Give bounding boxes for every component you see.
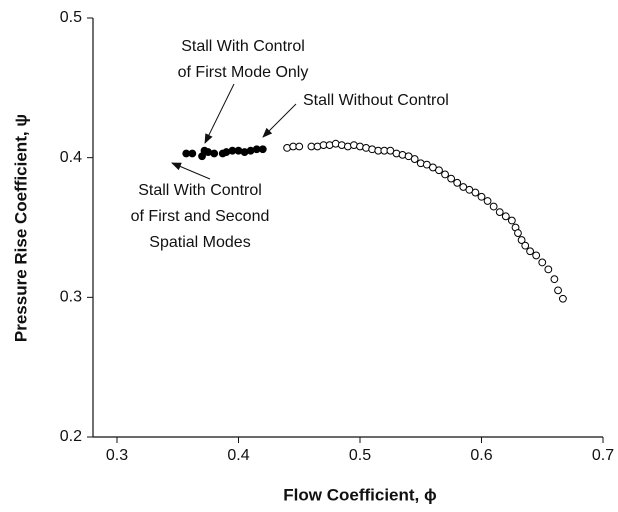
x-axis-label: Flow Coefficient, ϕ: [283, 485, 437, 504]
annotation: Spatial Modes: [149, 234, 250, 251]
point: [453, 178, 462, 187]
x-tick-label: 0.4: [227, 447, 249, 464]
point: [258, 145, 267, 154]
y-tick-label: 0.2: [60, 428, 82, 445]
y-tick-label: 0.4: [60, 149, 82, 166]
annotation: of First and Second: [131, 208, 270, 225]
x-tick-label: 0.6: [470, 447, 492, 464]
x-tick-label: 0.7: [592, 447, 614, 464]
point: [435, 166, 443, 175]
annotation: of First Mode Only: [178, 64, 309, 81]
arrow: [171, 162, 211, 180]
point: [514, 229, 522, 237]
point: [441, 170, 449, 179]
x-tick-label: 0.5: [349, 447, 371, 464]
y-tick-label: 0.3: [60, 289, 82, 306]
y-tick-label: 0.5: [60, 9, 82, 26]
point: [521, 241, 530, 250]
arrow: [262, 103, 297, 138]
point: [550, 275, 559, 284]
point: [483, 197, 492, 205]
y-axis-label: Pressure Rise Coefficient, ψ: [11, 114, 30, 342]
point: [501, 212, 510, 221]
annotation: Stall Without Control: [303, 92, 449, 109]
point: [554, 286, 562, 295]
annotation: Stall With Control: [138, 182, 262, 199]
point: [495, 208, 504, 217]
point: [544, 265, 553, 274]
point: [410, 155, 419, 163]
point: [295, 142, 304, 151]
point: [507, 216, 516, 225]
point: [489, 202, 498, 211]
point: [188, 149, 197, 158]
arrow: [204, 83, 235, 144]
point: [532, 251, 541, 260]
point: [538, 258, 547, 267]
point: [210, 149, 219, 158]
x-tick-label: 0.3: [106, 447, 128, 464]
point: [471, 188, 480, 197]
point: [559, 294, 567, 303]
point: [517, 236, 526, 244]
point: [477, 192, 486, 201]
annotation: Stall With Control: [181, 38, 305, 55]
point: [447, 174, 456, 183]
point: [526, 247, 534, 256]
